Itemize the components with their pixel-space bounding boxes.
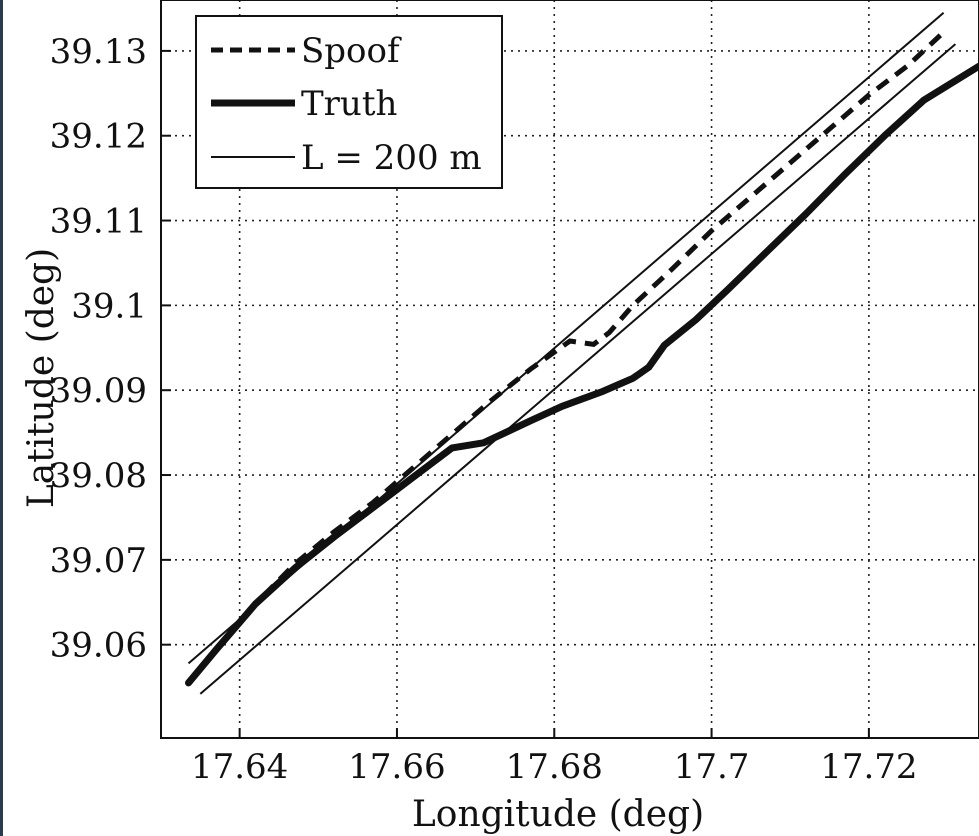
series-line-truth — [185, 62, 979, 687]
plot-area-border — [160, 0, 979, 739]
legend-label-bound: L = 200 m — [301, 138, 482, 178]
series-line-spoof — [186, 30, 946, 685]
series-line-l-200-m-upper — [187, 11, 945, 665]
legend: Spoof Truth L = 200 m — [195, 15, 503, 189]
legend-label-spoof: Spoof — [301, 31, 402, 71]
tick-label-layer: 17.64 17.66 17.68 17.7 17.72 39.06 39.07 39.08 3… — [50, 32, 918, 787]
y-tick-label: 39.1 — [71, 286, 147, 326]
legend-label-truth: Truth — [301, 84, 397, 124]
y-tick-label: 39.06 — [50, 626, 147, 666]
x-axis-label: Longitude (deg) — [412, 794, 704, 835]
y-tick-label: 39.09 — [50, 371, 147, 411]
series-layer — [185, 11, 979, 695]
y-tick-label: 39.07 — [50, 541, 147, 581]
y-tick-label: 39.12 — [50, 117, 147, 157]
x-tick-label: 17.7 — [674, 747, 750, 787]
x-tick-label: 17.72 — [820, 747, 917, 787]
y-tick-label: 39.13 — [50, 32, 147, 72]
x-tick-label: 17.68 — [506, 747, 603, 787]
series-line-l-200-m-lower — [199, 43, 957, 695]
y-tick-label: 39.11 — [50, 202, 147, 242]
y-tick-label: 39.08 — [50, 456, 147, 496]
tick-layer — [161, 49, 870, 738]
x-tick-label: 17.66 — [348, 747, 445, 787]
chart-canvas: 17.64 17.66 17.68 17.7 17.72 39.06 39.07 39.08 3… — [21, 0, 979, 835]
y-axis-label: Latitude (deg) — [21, 248, 62, 508]
x-tick-label: 17.64 — [191, 747, 288, 787]
